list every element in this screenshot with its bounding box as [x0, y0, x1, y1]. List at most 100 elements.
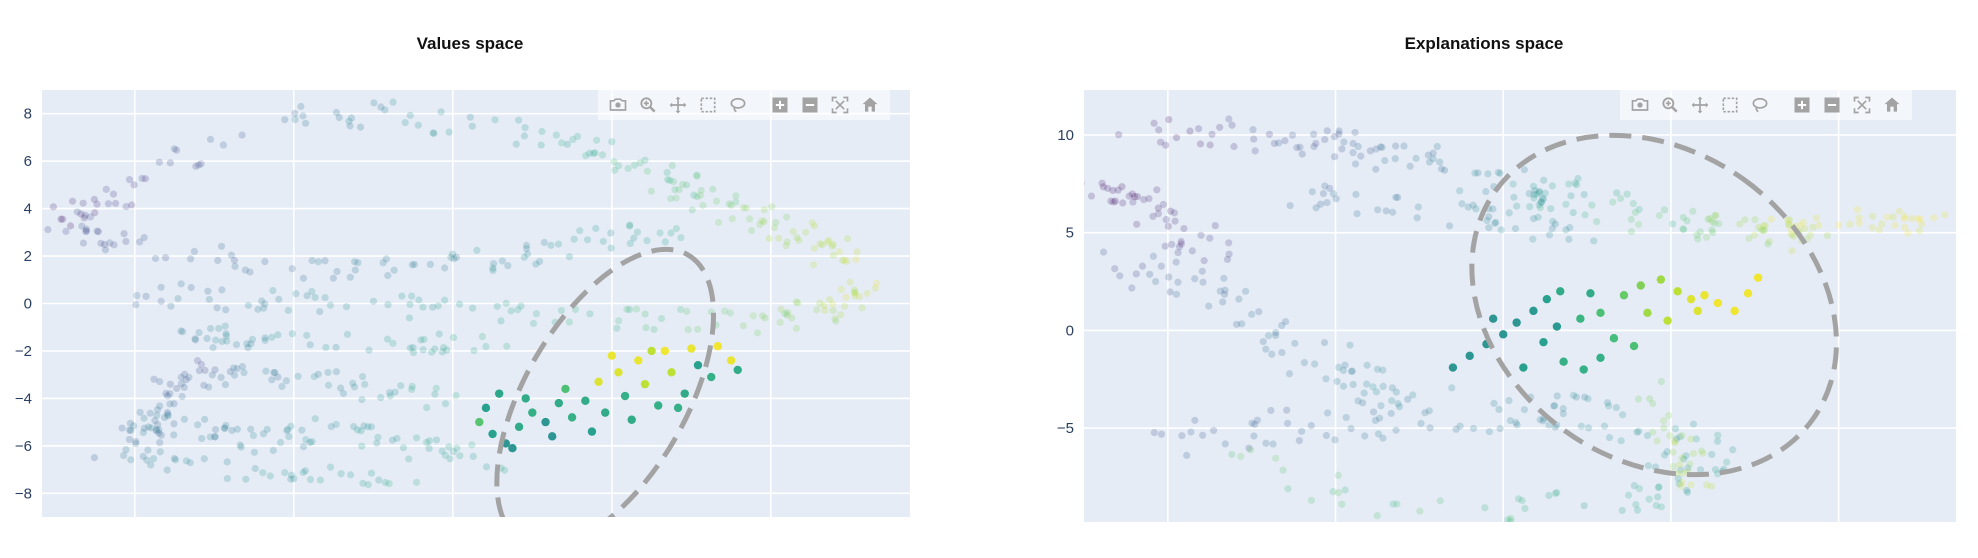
background-point [163, 466, 171, 474]
background-point [130, 422, 138, 430]
background-point [1573, 181, 1581, 189]
background-point [144, 423, 153, 431]
box-select-button[interactable] [1718, 93, 1742, 117]
background-point [630, 161, 639, 169]
background-point [1504, 516, 1512, 522]
background-point [156, 402, 164, 410]
lasso-button[interactable] [1748, 93, 1772, 117]
background-point [696, 191, 705, 199]
background-point [1680, 455, 1688, 463]
background-point [200, 455, 208, 463]
background-point [1485, 224, 1493, 232]
zoom-in-button[interactable] [768, 93, 792, 117]
background-point [144, 446, 152, 454]
background-point [1200, 257, 1208, 265]
background-point [1170, 209, 1179, 217]
background-point [1157, 430, 1166, 438]
background-point [697, 186, 705, 195]
background-point [146, 409, 154, 417]
background-point [1868, 224, 1876, 232]
background-point [569, 135, 577, 144]
background-point [672, 194, 680, 202]
background-point [167, 302, 175, 310]
background-point [1372, 388, 1381, 396]
background-point [1235, 295, 1243, 303]
background-point [1646, 395, 1654, 403]
background-point [748, 226, 756, 235]
background-point [1669, 462, 1677, 471]
reset-axes-button[interactable] [858, 93, 882, 117]
background-point [166, 390, 174, 398]
autoscale-button[interactable] [828, 93, 852, 117]
background-point [1469, 201, 1477, 209]
background-point [104, 200, 113, 208]
selected-point [733, 365, 742, 375]
background-point [829, 300, 837, 308]
background-point [1321, 135, 1329, 144]
pan-button[interactable] [666, 93, 690, 117]
background-point [250, 448, 259, 456]
selected-point [620, 391, 630, 401]
values-space-plot[interactable]: 8 6 4 2 0 −2 −4 −6 −8 [0, 0, 940, 558]
background-point [818, 241, 826, 249]
box-select-icon [700, 97, 716, 113]
background-point [247, 340, 255, 348]
background-point [364, 481, 372, 489]
background-point [57, 215, 65, 223]
background-point [813, 306, 821, 314]
reset-axes-icon [862, 97, 878, 112]
background-point [82, 227, 91, 235]
background-point [610, 158, 618, 166]
explanations-space-plot[interactable]: 10 5 0 −5 [990, 0, 1978, 558]
background-point [1567, 192, 1575, 200]
background-point [1320, 338, 1329, 347]
background-point [1285, 370, 1294, 378]
selection-ellipse [494, 246, 717, 517]
background-point [1513, 421, 1521, 429]
background-point [1376, 143, 1385, 151]
lasso-button[interactable] [726, 93, 750, 117]
background-point [1437, 165, 1446, 173]
zoom-button[interactable] [636, 93, 660, 117]
background-point [1456, 187, 1464, 195]
background-point [1900, 212, 1909, 220]
pan-button[interactable] [1688, 93, 1712, 117]
background-point [1317, 200, 1325, 208]
box-select-button[interactable] [696, 93, 720, 117]
background-point [170, 400, 178, 408]
background-point [271, 368, 279, 377]
y-tick-label: 8 [24, 106, 32, 123]
background-point [1354, 397, 1362, 405]
background-point [1270, 139, 1279, 148]
background-point [1152, 277, 1160, 286]
camera-button[interactable] [606, 93, 630, 117]
zoom-in-button[interactable] [1790, 93, 1814, 117]
zoom-out-button[interactable] [798, 93, 822, 117]
plot-area[interactable] [1084, 90, 1956, 522]
camera-button[interactable] [1628, 93, 1652, 117]
zoom-out-button[interactable] [1820, 93, 1844, 117]
background-point [1111, 197, 1119, 205]
reset-axes-button[interactable] [1880, 93, 1904, 117]
selected-point [541, 417, 550, 427]
background-point [1529, 215, 1538, 223]
background-point [449, 333, 458, 342]
background-point [1172, 134, 1181, 142]
background-point [201, 415, 209, 423]
background-point [699, 201, 707, 209]
autoscale-button[interactable] [1850, 93, 1874, 117]
background-point [677, 234, 685, 242]
background-point [1381, 156, 1389, 165]
zoom-button[interactable] [1658, 93, 1682, 117]
background-point [1891, 221, 1899, 229]
background-point [1145, 194, 1153, 203]
background-point [535, 257, 544, 266]
background-point [1275, 139, 1283, 147]
background-point [563, 140, 572, 148]
background-point [423, 403, 431, 412]
background-point [1707, 482, 1716, 490]
background-point [82, 225, 90, 233]
background-point [1268, 350, 1276, 358]
background-point [200, 381, 208, 389]
selected-point [1700, 291, 1709, 300]
